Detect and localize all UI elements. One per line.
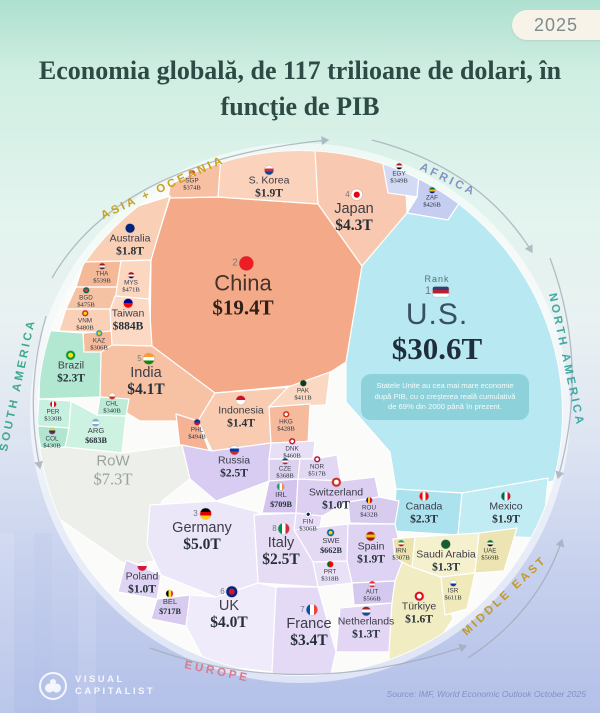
cell-prt xyxy=(312,560,353,588)
year-badge: 2025 xyxy=(512,10,600,40)
cell-chl xyxy=(96,396,130,417)
cell-china xyxy=(149,196,363,394)
cell-aut xyxy=(351,580,396,606)
us-annotation: Statele Unite au cea mai mare economie d… xyxy=(361,374,529,420)
visual-capitalist-logo: VISUAL CAPITALIST xyxy=(38,671,155,701)
asia-arc xyxy=(51,136,330,279)
logo-line1: VISUAL xyxy=(75,674,125,686)
cell-taiwan xyxy=(109,295,153,347)
cell-uae xyxy=(474,527,518,574)
north-america-arc xyxy=(549,257,573,480)
europe-arc xyxy=(149,643,468,676)
cell-cze xyxy=(268,458,301,482)
cell-france xyxy=(271,586,337,675)
cell-dnk xyxy=(268,440,316,460)
cell-canada xyxy=(392,488,463,536)
cell-pak xyxy=(267,371,331,408)
cell-vnm xyxy=(58,308,115,334)
cell-per xyxy=(38,398,72,429)
cell-saudi xyxy=(411,532,480,578)
cell-netherlands xyxy=(335,602,393,653)
cell-rou xyxy=(347,496,400,525)
africa-arc xyxy=(371,139,533,254)
logo-line2: CAPITALIST xyxy=(75,686,156,697)
source-note: Source: IMF, World Economic Outlook Octo… xyxy=(386,689,587,699)
middle-east-arc xyxy=(467,538,565,659)
cell-mys xyxy=(114,259,152,300)
region-arcs xyxy=(32,136,573,676)
cell-isr xyxy=(440,572,476,616)
page-title: Economia globală, de 117 trilioane de do… xyxy=(38,56,562,121)
cell-nor xyxy=(297,454,342,482)
vc-logo-icon xyxy=(39,672,67,700)
cell-col xyxy=(38,425,70,451)
cell-hkg xyxy=(268,403,311,444)
south-america-arc xyxy=(32,315,47,470)
